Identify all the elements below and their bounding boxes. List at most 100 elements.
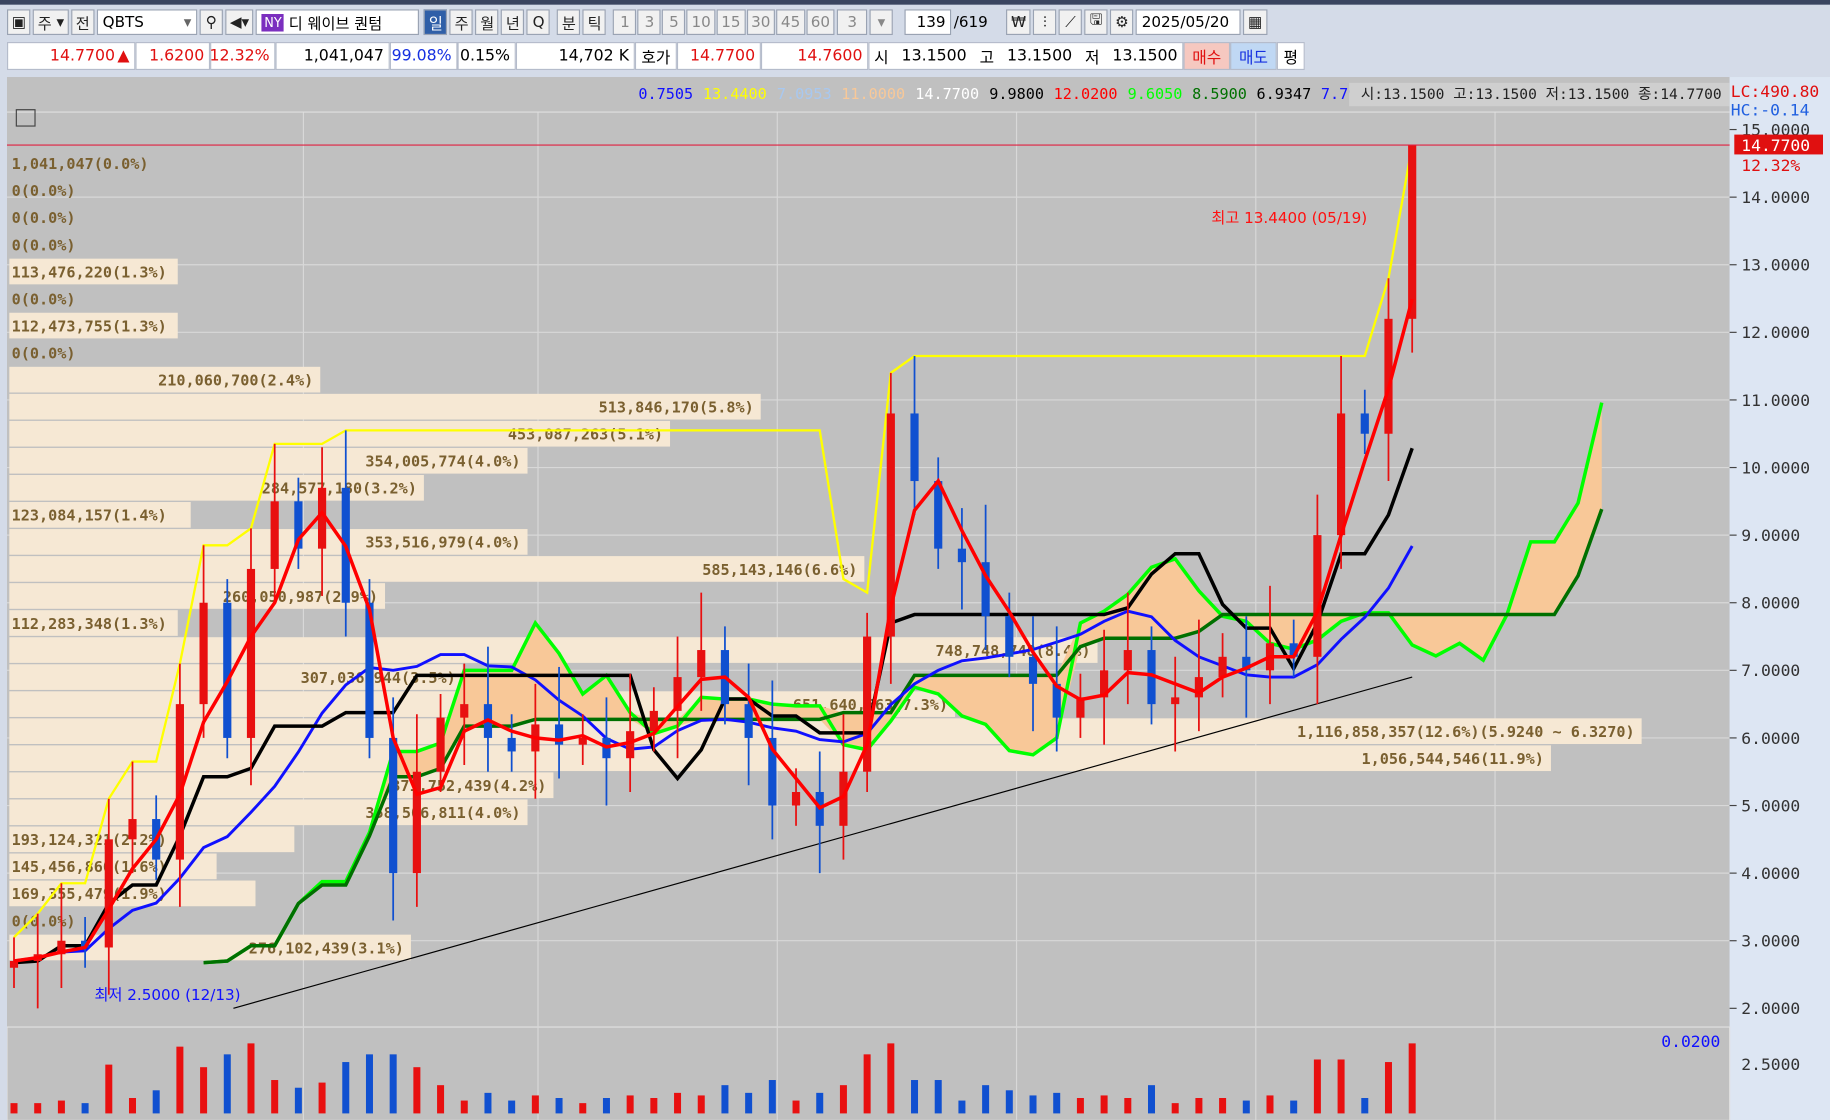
candle (1218, 633, 1227, 698)
period-tab-5[interactable]: 분 (557, 9, 581, 36)
candle-body (81, 940, 90, 948)
legend-value: 9.6050 (1128, 85, 1183, 103)
candle (744, 663, 753, 786)
volume-bar (10, 1103, 18, 1114)
lc-label: LC:490.80 (1731, 82, 1819, 101)
legend-value: 11.0000 (841, 85, 905, 103)
volume-bar (1242, 1100, 1250, 1114)
period-tab-6[interactable]: 틱 (582, 9, 607, 36)
candle-body (57, 940, 66, 955)
save-icon[interactable]: 🖫 (1084, 9, 1108, 36)
count-input[interactable]: 139 (904, 9, 952, 36)
candle (1005, 592, 1014, 678)
axis-tick-label: 7.0000 (1741, 661, 1800, 680)
volume-profile-bar (9, 502, 191, 528)
candle-body (199, 602, 208, 705)
symbol-input[interactable]: QBTS ▾ (96, 9, 198, 36)
volume-profile-label: 284,577,180(3.2%) (262, 480, 417, 498)
sell-button[interactable]: 매도 (1230, 42, 1277, 71)
interval-dropdown[interactable]: ▾ (869, 9, 894, 36)
price-axis-background (1729, 77, 1830, 1120)
period-tab-3[interactable]: 년 (501, 9, 525, 36)
period-tab-4[interactable]: Q (526, 9, 551, 36)
interval-60[interactable]: 60 (806, 9, 835, 36)
period-prefix-select[interactable]: 주 ▾ (33, 9, 69, 36)
interval-10[interactable]: 10 (686, 9, 716, 36)
average-button[interactable]: 평 (1276, 42, 1305, 71)
volume-bar (1171, 1103, 1179, 1114)
axis-tick-label: 12.0000 (1741, 323, 1810, 342)
candle-body (1171, 697, 1180, 705)
volume-bar (934, 1080, 942, 1114)
interval-5[interactable]: 5 (662, 9, 686, 36)
candle (1076, 673, 1085, 738)
volume-profile-label: 276,102,439(3.1%) (249, 939, 404, 957)
period-high-line (13, 144, 1414, 939)
interval-3[interactable]: 3 (637, 9, 662, 36)
volume-bar (982, 1085, 990, 1114)
ohlc-row: 시 13.1500 고 13.1500 저 13.1500 (868, 42, 1184, 71)
volume-bar (745, 1092, 753, 1114)
candle-body (1360, 413, 1369, 434)
candle (81, 917, 90, 968)
candle-body (317, 487, 327, 549)
candle-body (910, 413, 919, 482)
ask-price: 14.7700 (676, 42, 761, 71)
stock-name-field[interactable]: NY 디 웨이브 퀀텀 (256, 9, 420, 36)
candle (1171, 656, 1180, 752)
candle (175, 663, 184, 907)
volume-profile-label: 585,143,146(6.6%) (702, 561, 857, 579)
volume-profile-label: 353,516,979(4.0%) (365, 534, 520, 552)
volume-profile-label: 0(0.0%) (12, 236, 76, 254)
settings-icon[interactable]: ⚙ (1110, 9, 1134, 36)
title-bar (0, 0, 1830, 5)
candle-add-icon[interactable]: ⫶ (1033, 9, 1057, 36)
candle (578, 714, 587, 765)
volume-bar (152, 1090, 160, 1114)
sound-icon[interactable]: ◀▾ (225, 9, 254, 36)
volume-bar (247, 1043, 255, 1114)
candle-body (934, 481, 943, 549)
axis-tick-label: 5.0000 (1741, 796, 1800, 815)
interval-buttons: 1 3 5 10 15 30 45 60 (613, 9, 835, 36)
current-pct-label: 12.32% (1741, 156, 1800, 175)
currency-icon[interactable]: ₩ (1006, 9, 1031, 36)
volume-profile-label: 0(0.0%) (12, 344, 76, 362)
price-chart[interactable]: 1,041,047(0.0%) 0(0.0%) 0(0.0%) 0(0.0%) 113,… (7, 77, 1830, 1120)
axis-tick-label: 14.0000 (1741, 188, 1810, 207)
calendar-icon[interactable]: ▦ (1243, 9, 1267, 36)
line-add-icon[interactable]: ⟋ (1058, 9, 1083, 36)
interval-15[interactable]: 15 (716, 9, 746, 36)
candle-body (981, 562, 990, 617)
table-icon[interactable] (15, 109, 36, 127)
buy-button[interactable]: 매수 (1183, 42, 1231, 71)
all-button[interactable]: 전 (71, 9, 95, 36)
candle-body (294, 501, 303, 549)
moving-average-short-line (13, 298, 1414, 963)
legend-value: 14.7700 (915, 85, 979, 103)
volume-profile-label: 354,005,774(4.0%) (365, 453, 520, 471)
period-tab-0[interactable]: 일 (424, 9, 448, 36)
interval-input[interactable]: 3 (837, 9, 868, 36)
search-icon[interactable]: ⚲ (199, 9, 223, 36)
volume-profile-label: 307,036,944(3.5%) (301, 669, 456, 687)
volume-bar (626, 1095, 634, 1114)
volume-bar (1005, 1090, 1013, 1114)
volume-bar (650, 1097, 658, 1114)
candle (223, 579, 232, 759)
interval-1[interactable]: 1 (613, 9, 637, 36)
exchange-badge: NY (261, 13, 285, 31)
interval-30[interactable]: 30 (746, 9, 776, 36)
volume-ratio: 99.08% (389, 42, 458, 71)
volume-axis-tick: 2.5000 (1741, 1055, 1800, 1074)
layout-icon[interactable]: ▣ (7, 9, 31, 36)
period-tab-2[interactable]: 월 (475, 9, 499, 36)
chevron-down-icon[interactable]: ▾ (183, 13, 192, 31)
period-tab-1[interactable]: 주 (449, 9, 474, 36)
date-input[interactable]: 2025/05/20 (1135, 9, 1241, 36)
interval-45[interactable]: 45 (776, 9, 805, 36)
candle-body (436, 717, 445, 772)
